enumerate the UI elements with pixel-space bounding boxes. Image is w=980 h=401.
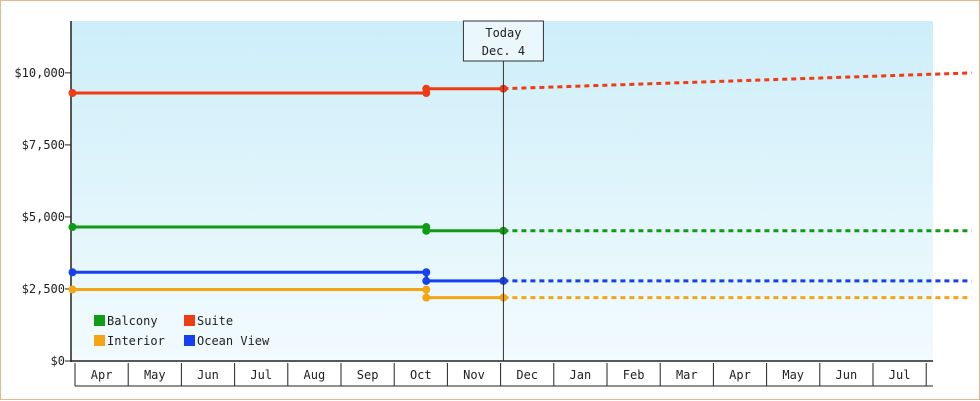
legend-swatch — [184, 335, 195, 346]
data-point[interactable] — [422, 276, 431, 285]
legend-item: Balcony — [94, 314, 158, 328]
x-tick-label: Jun — [197, 368, 219, 382]
legend-item: Ocean View — [184, 334, 270, 348]
data-point[interactable] — [422, 84, 431, 93]
y-axis: $0 $2,500 $5,000 $7,500 $10,000 — [14, 21, 72, 368]
x-tick-label: Nov — [463, 368, 485, 382]
x-tick-label: Aug — [304, 368, 326, 382]
data-point[interactable] — [422, 268, 431, 277]
series-balcony — [68, 223, 972, 235]
series-line-actual — [72, 288, 504, 300]
x-tick-label: Jul — [250, 368, 272, 382]
legend-swatch — [94, 315, 105, 326]
legend-item: Interior — [94, 334, 165, 348]
x-tick-label: Sep — [357, 368, 379, 382]
series-suite — [68, 71, 972, 98]
y-tick-label: $7,500 — [22, 138, 65, 152]
x-tick-label: May — [782, 368, 804, 382]
x-axis: Apr May Jun Jul Aug Sep Oct Nov Dec Jan Feb Mar Apr M… — [71, 360, 933, 387]
x-tick-label: Apr — [91, 368, 113, 382]
legend-label: Suite — [197, 314, 233, 328]
legend-label: Interior — [107, 334, 165, 348]
y-tick-label: $10,000 — [14, 66, 65, 80]
today-label-box — [462, 20, 544, 62]
x-tick-label: Feb — [623, 368, 645, 382]
series-layer — [68, 71, 972, 302]
data-point[interactable] — [422, 293, 431, 302]
data-point[interactable] — [422, 226, 431, 235]
data-point[interactable] — [68, 89, 77, 98]
x-tick-label: May — [144, 368, 166, 382]
data-point[interactable] — [68, 285, 77, 294]
data-point[interactable] — [68, 268, 77, 277]
x-tick-label: Jan — [570, 368, 592, 382]
data-point[interactable] — [422, 285, 431, 294]
legend: Balcony Suite Interior Ocean View — [94, 314, 270, 348]
plot-background — [71, 21, 933, 361]
x-tick-label: Jun — [836, 368, 858, 382]
data-point[interactable] — [68, 223, 77, 232]
series-ocean-view — [68, 268, 972, 285]
x-tick-label: Oct — [410, 368, 432, 382]
series-line-forecast — [503, 71, 972, 91]
x-tick-label: Dec — [516, 368, 538, 382]
series-line-actual — [72, 270, 504, 283]
x-tick-label: Apr — [729, 368, 751, 382]
today-marker: Today Dec. 4 — [462, 20, 544, 361]
legend-swatch — [184, 315, 195, 326]
legend-item: Suite — [184, 314, 233, 328]
legend-label: Ocean View — [197, 334, 270, 348]
legend-swatch — [94, 335, 105, 346]
x-tick-label: Jul — [889, 368, 911, 382]
y-tick-label: $0 — [51, 354, 65, 368]
today-label: Today — [485, 26, 521, 40]
x-tick-label: Mar — [676, 368, 698, 382]
series-interior — [68, 285, 972, 302]
y-tick-label: $5,000 — [22, 210, 65, 224]
today-date: Dec. 4 — [482, 44, 525, 58]
legend-label: Balcony — [107, 314, 158, 328]
y-tick-label: $2,500 — [22, 282, 65, 296]
